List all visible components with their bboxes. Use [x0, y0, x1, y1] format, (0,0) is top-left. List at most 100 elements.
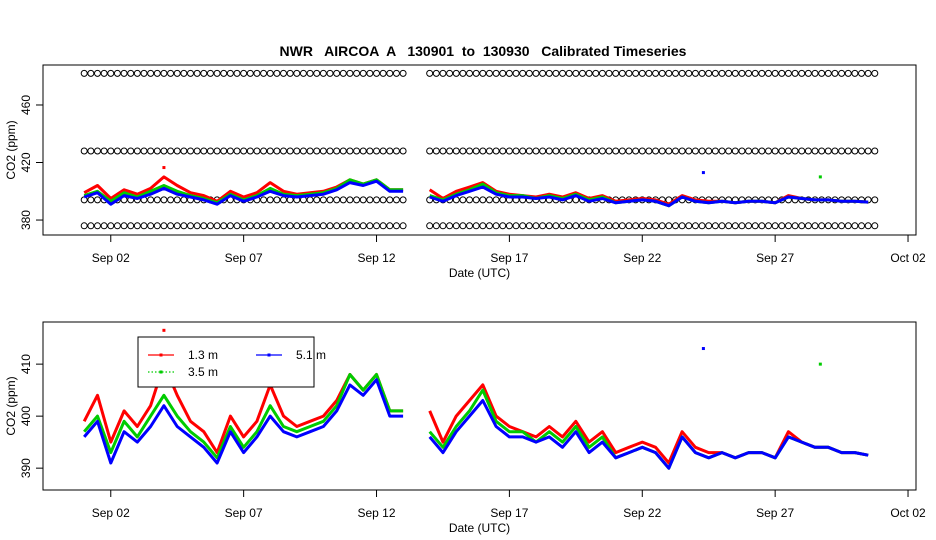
reference-point	[798, 222, 806, 230]
reference-point	[572, 69, 580, 77]
reference-point	[539, 222, 547, 230]
reference-point	[466, 69, 474, 77]
reference-point	[671, 147, 679, 155]
reference-point	[804, 222, 812, 230]
reference-point	[280, 69, 288, 77]
x-tick-label: Sep 07	[225, 506, 263, 520]
reference-point	[392, 69, 400, 77]
reference-point	[771, 147, 779, 155]
reference-point	[93, 196, 101, 204]
reference-point	[160, 147, 168, 155]
reference-point	[565, 69, 573, 77]
reference-point	[605, 147, 613, 155]
reference-point	[333, 147, 341, 155]
reference-point	[333, 196, 341, 204]
reference-point	[638, 222, 646, 230]
reference-point	[499, 147, 507, 155]
legend-label: 3.5 m	[188, 365, 218, 379]
reference-point	[140, 147, 148, 155]
plot-frame	[42, 64, 917, 236]
reference-point	[226, 147, 234, 155]
reference-point	[246, 222, 254, 230]
reference-point	[791, 69, 799, 77]
reference-point	[386, 69, 394, 77]
reference-point	[858, 222, 866, 230]
reference-point	[459, 69, 467, 77]
reference-point	[678, 147, 686, 155]
reference-point	[226, 69, 234, 77]
reference-point	[466, 222, 474, 230]
reference-point	[485, 196, 493, 204]
reference-point	[160, 222, 168, 230]
reference-point	[472, 147, 480, 155]
reference-point	[326, 147, 334, 155]
reference-point	[844, 147, 852, 155]
reference-point	[539, 147, 547, 155]
reference-point	[492, 196, 500, 204]
reference-point	[206, 222, 214, 230]
reference-point	[552, 147, 560, 155]
reference-point	[758, 222, 766, 230]
reference-point	[592, 222, 600, 230]
reference-point	[512, 222, 520, 230]
reference-point	[286, 147, 294, 155]
x-tick-label: Sep 02	[92, 506, 130, 520]
reference-point	[153, 222, 161, 230]
outlier-point	[701, 171, 705, 175]
reference-point	[725, 222, 733, 230]
reference-point	[127, 222, 135, 230]
reference-point	[585, 222, 593, 230]
x-tick-label: Sep 17	[490, 251, 528, 265]
reference-point	[173, 147, 181, 155]
outlier-point	[162, 166, 166, 170]
reference-point	[93, 222, 101, 230]
reference-point	[193, 222, 201, 230]
reference-point	[479, 196, 487, 204]
reference-point	[804, 147, 812, 155]
reference-point	[652, 69, 660, 77]
reference-point	[266, 147, 274, 155]
reference-point	[353, 222, 361, 230]
reference-point	[485, 69, 493, 77]
reference-point	[811, 69, 819, 77]
reference-point	[193, 69, 201, 77]
reference-point	[153, 69, 161, 77]
y-tick-label: 390	[19, 458, 33, 478]
reference-point	[80, 69, 88, 77]
reference-point	[379, 147, 387, 155]
reference-point	[605, 69, 613, 77]
reference-point	[173, 222, 181, 230]
series-line	[83, 378, 869, 470]
legend-label: 1.3 m	[188, 348, 218, 362]
reference-point	[598, 69, 606, 77]
reference-point	[306, 69, 314, 77]
reference-point	[280, 222, 288, 230]
reference-point	[113, 69, 121, 77]
reference-point	[572, 222, 580, 230]
reference-point	[765, 222, 773, 230]
reference-point	[578, 69, 586, 77]
reference-point	[824, 69, 832, 77]
reference-point	[652, 222, 660, 230]
reference-point	[392, 147, 400, 155]
reference-point	[319, 196, 327, 204]
reference-point	[618, 222, 626, 230]
y-tick-label: 380	[19, 210, 33, 230]
x-axis-label: Date (UTC)	[449, 521, 510, 535]
x-tick-label: Oct 02	[890, 506, 926, 520]
reference-point	[193, 147, 201, 155]
reference-point	[167, 222, 175, 230]
reference-point	[665, 69, 673, 77]
reference-point	[426, 69, 434, 77]
reference-point	[333, 69, 341, 77]
reference-point	[293, 147, 301, 155]
reference-point	[120, 147, 128, 155]
reference-point	[359, 196, 367, 204]
reference-point	[392, 222, 400, 230]
reference-point	[339, 222, 347, 230]
reference-point	[824, 222, 832, 230]
reference-point	[745, 147, 753, 155]
reference-point	[246, 147, 254, 155]
reference-point	[778, 147, 786, 155]
